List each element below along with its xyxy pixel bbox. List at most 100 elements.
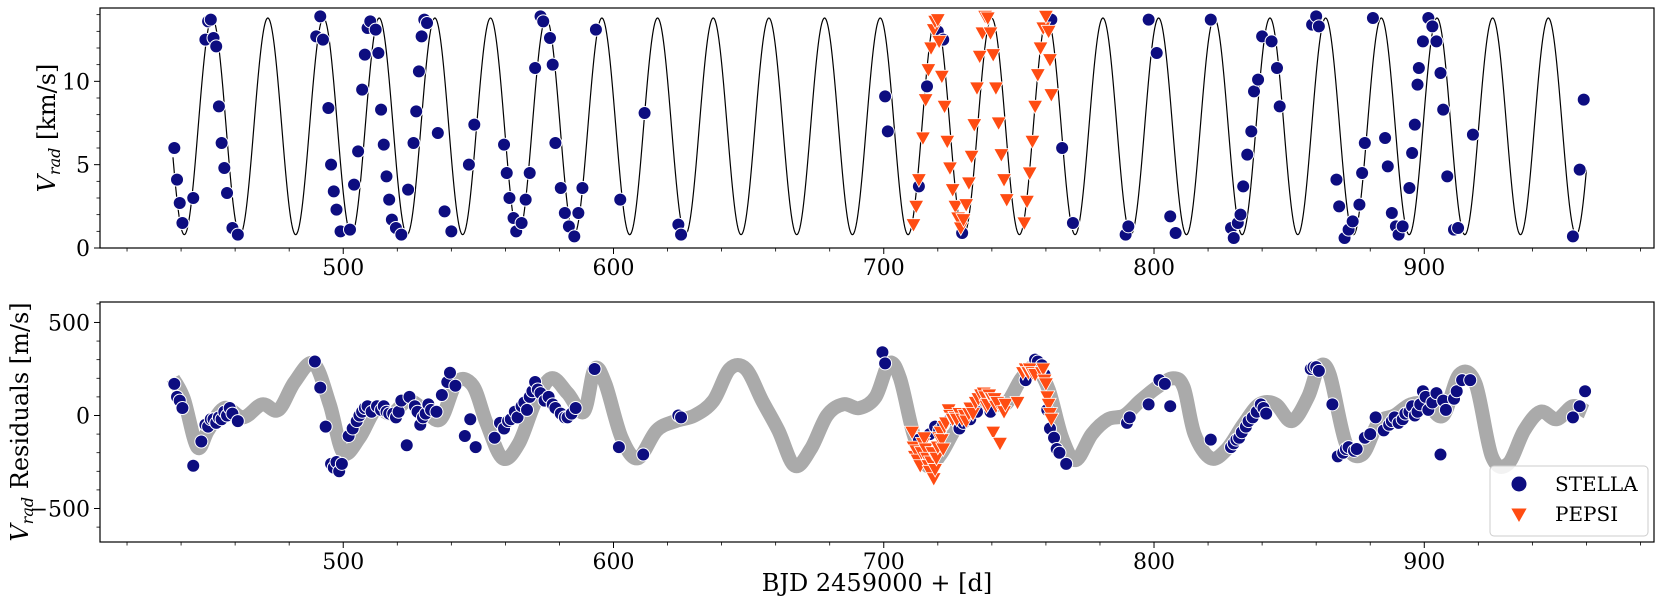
stella-point [1363, 427, 1378, 442]
pepsi-point [963, 149, 980, 165]
x-axis-label: BJD 2459000 + [d] [762, 569, 992, 597]
y-axis-label-subscript: rad [18, 497, 37, 524]
stella-point [211, 99, 226, 114]
pepsi-point [1009, 396, 1026, 411]
stella-point [420, 16, 435, 30]
stella-point [1157, 376, 1172, 391]
stella-point [1269, 61, 1284, 75]
stella-point [1405, 146, 1420, 160]
stella-point [411, 64, 426, 79]
pepsi-point [1043, 412, 1060, 428]
legend-stella-label: STELLA [1555, 472, 1638, 496]
pepsi-point [979, 11, 996, 27]
stella-point [1572, 162, 1587, 177]
pepsi-point [964, 407, 982, 422]
pepsi-point [1037, 9, 1055, 25]
y-tick-label: 5 [76, 154, 90, 179]
stella-point [1410, 77, 1425, 92]
stella-point [1345, 214, 1360, 229]
stella-point [1463, 373, 1478, 388]
stella-point [557, 206, 572, 220]
stella-point [1236, 179, 1251, 194]
stella-point [429, 404, 444, 419]
stella-point [1352, 197, 1367, 212]
pepsi-point [971, 49, 988, 65]
pepsi-point [947, 199, 964, 215]
stella-point [209, 39, 224, 54]
stella-point [1149, 46, 1164, 60]
stella-point [342, 222, 357, 237]
stella-point [674, 410, 689, 425]
y-axis-label-unit: Residuals [m/s] [6, 302, 34, 497]
stella-point [326, 184, 341, 199]
pepsi-point [982, 26, 999, 42]
stella-point [637, 106, 652, 120]
pepsi-point [908, 199, 925, 215]
stella-point [175, 216, 190, 230]
y-tick-label: 0 [76, 237, 90, 262]
stella-point [1168, 226, 1183, 240]
stella-point [371, 46, 386, 60]
x-tick-label: 600 [592, 550, 634, 575]
stella-point [568, 401, 583, 416]
stella-point [611, 440, 626, 455]
stella-point [548, 136, 563, 150]
stella-point [1465, 127, 1480, 142]
stella-point [329, 202, 344, 217]
stella-point [399, 438, 414, 453]
pepsi-point [929, 13, 946, 28]
stella-point [1440, 169, 1455, 184]
stella-point [170, 172, 185, 187]
pepsi-point [1026, 99, 1044, 115]
stella-point [382, 192, 397, 207]
stella-point [406, 136, 421, 150]
stella-point [1407, 117, 1422, 132]
y-axis-label-subscript: rad [45, 148, 64, 175]
stella-point [1259, 406, 1274, 421]
legend-stella-marker [1510, 475, 1528, 493]
tick-labels: 500 600 700 800 900 −500 0 500 [30, 311, 1446, 575]
stella-point [514, 216, 529, 230]
stella-point [1572, 399, 1587, 414]
stella-point [220, 186, 235, 200]
stella-point [1244, 124, 1259, 139]
y-axis-label-unit: [km/s] [33, 64, 61, 148]
stella-point [1415, 34, 1430, 49]
stella-point [461, 157, 476, 172]
stella-point [230, 227, 245, 242]
pepsi-point [1032, 41, 1049, 57]
stella-point [880, 124, 895, 139]
pepsi-point [905, 218, 922, 233]
stella-point [186, 191, 201, 205]
stella-point [313, 380, 328, 395]
stella-point [1578, 384, 1593, 399]
pepsi-point [990, 116, 1007, 132]
y-axis-label: Vrad [km/s] [33, 64, 64, 193]
stella-point [230, 414, 245, 429]
stella-point [1163, 399, 1178, 414]
x-tick-label: 800 [1133, 550, 1175, 575]
pepsi-point [1037, 377, 1055, 393]
legend: STELLA PEPSI [1489, 465, 1649, 537]
stella-point [357, 47, 372, 62]
y-tick-label: 10 [62, 70, 90, 95]
stella-point [502, 191, 517, 205]
stella-point [1451, 221, 1466, 235]
stella-point [545, 57, 560, 72]
stella-point [186, 458, 201, 473]
x-tick-label: 700 [863, 550, 905, 575]
pepsi-point [1043, 88, 1060, 103]
pepsi-point [933, 69, 951, 85]
y-axis-label-main: V [6, 522, 34, 542]
stella-point [1264, 34, 1279, 49]
stella-point [442, 365, 457, 380]
stella-point [1325, 397, 1340, 412]
stella-point [575, 181, 590, 195]
pepsi-point [935, 442, 952, 458]
y-tick-label: 500 [48, 311, 90, 336]
stella-point [374, 102, 389, 117]
pepsi-point [1040, 24, 1057, 40]
stella-point [444, 224, 459, 239]
pepsi-point [922, 41, 940, 57]
